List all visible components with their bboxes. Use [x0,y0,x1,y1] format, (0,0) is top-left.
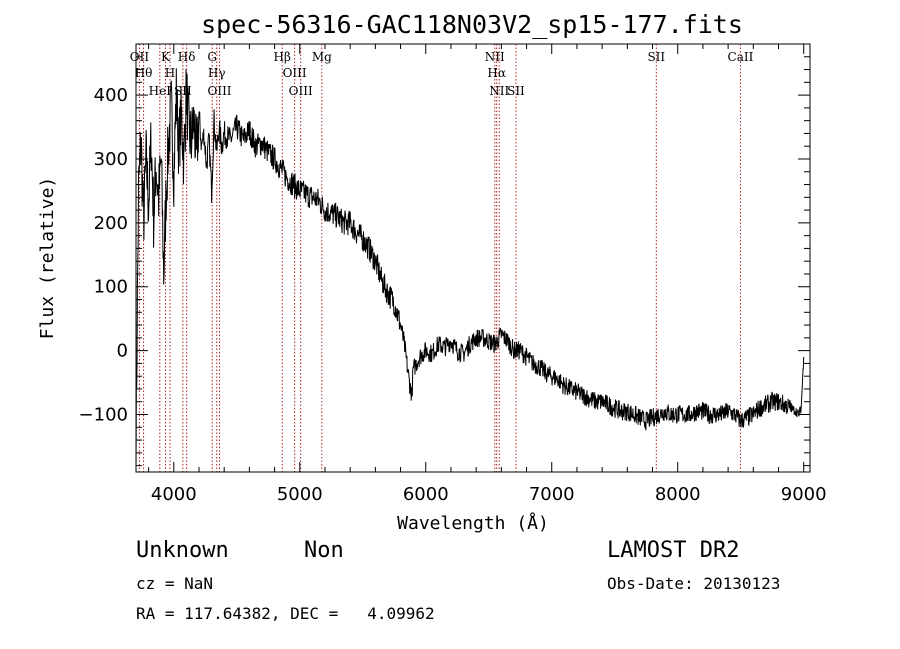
y-tick-label: 100 [94,277,128,298]
spectrum-series [135,68,805,473]
spectral-line-label: Hγ [208,66,226,80]
spectral-line-label: Hα [487,66,506,80]
spectrum-chart: spec-56316-GAC118N03V2_sp15-177.fits OII… [37,10,827,534]
object-subclass: Non [304,538,344,563]
y-tick-label: 0 [117,341,128,362]
y-axis-label: Flux (relative) [37,177,58,340]
y-tick-label: 400 [94,85,128,106]
spectral-line-label: Mg [312,50,332,64]
obs-date: Obs-Date: 20130123 [607,574,781,593]
spectral-line-label: K [161,50,171,64]
x-tick-label: 5000 [277,484,323,505]
axis-ticks: 4000 5000 6000 7000 8000 9000 −100 0 100 200 300 40… [79,44,827,505]
spectral-line-label: Hθ [135,66,153,80]
coordinates: RA = 117.64382, DEC = 4.09962 [136,604,435,623]
spectrum-line [135,68,805,473]
spectral-line-label: Hδ [178,50,196,64]
x-tick-label: 8000 [655,484,701,505]
x-tick-label: 6000 [403,484,449,505]
x-axis-label: Wavelength (Å) [397,512,549,534]
chart-title: spec-56316-GAC118N03V2_sp15-177.fits [201,10,743,39]
spectral-line-label: NII [485,50,505,64]
spectral-line-label: OIII [207,84,231,98]
spectral-line-label: HeI [149,84,172,98]
survey-name: LAMOST DR2 [607,538,740,563]
object-class: Unknown [136,538,229,563]
spectral-line-label: OIII [283,66,307,80]
spectral-line-label: SII [507,84,525,98]
spectral-line-label: H [165,66,175,80]
spectral-line-label: G [207,50,217,64]
y-tick-label: 200 [94,213,128,234]
y-tick-label: −100 [79,405,128,426]
x-tick-label: 7000 [529,484,575,505]
x-tick-label: 4000 [151,484,197,505]
spectral-line-label: CaII [728,50,754,64]
redshift-cz: cz = NaN [136,574,214,593]
y-tick-label: 300 [94,149,128,170]
spectral-line-label: NII [489,84,509,98]
spectral-line-label: Hβ [274,50,291,64]
spectral-line-label: SII [647,50,665,64]
plot-frame [135,43,811,473]
spectral-line-label: OIII [289,84,313,98]
spectral-lines [138,44,741,472]
x-tick-label: 9000 [781,484,827,505]
spectral-line-label: SII [174,84,192,98]
